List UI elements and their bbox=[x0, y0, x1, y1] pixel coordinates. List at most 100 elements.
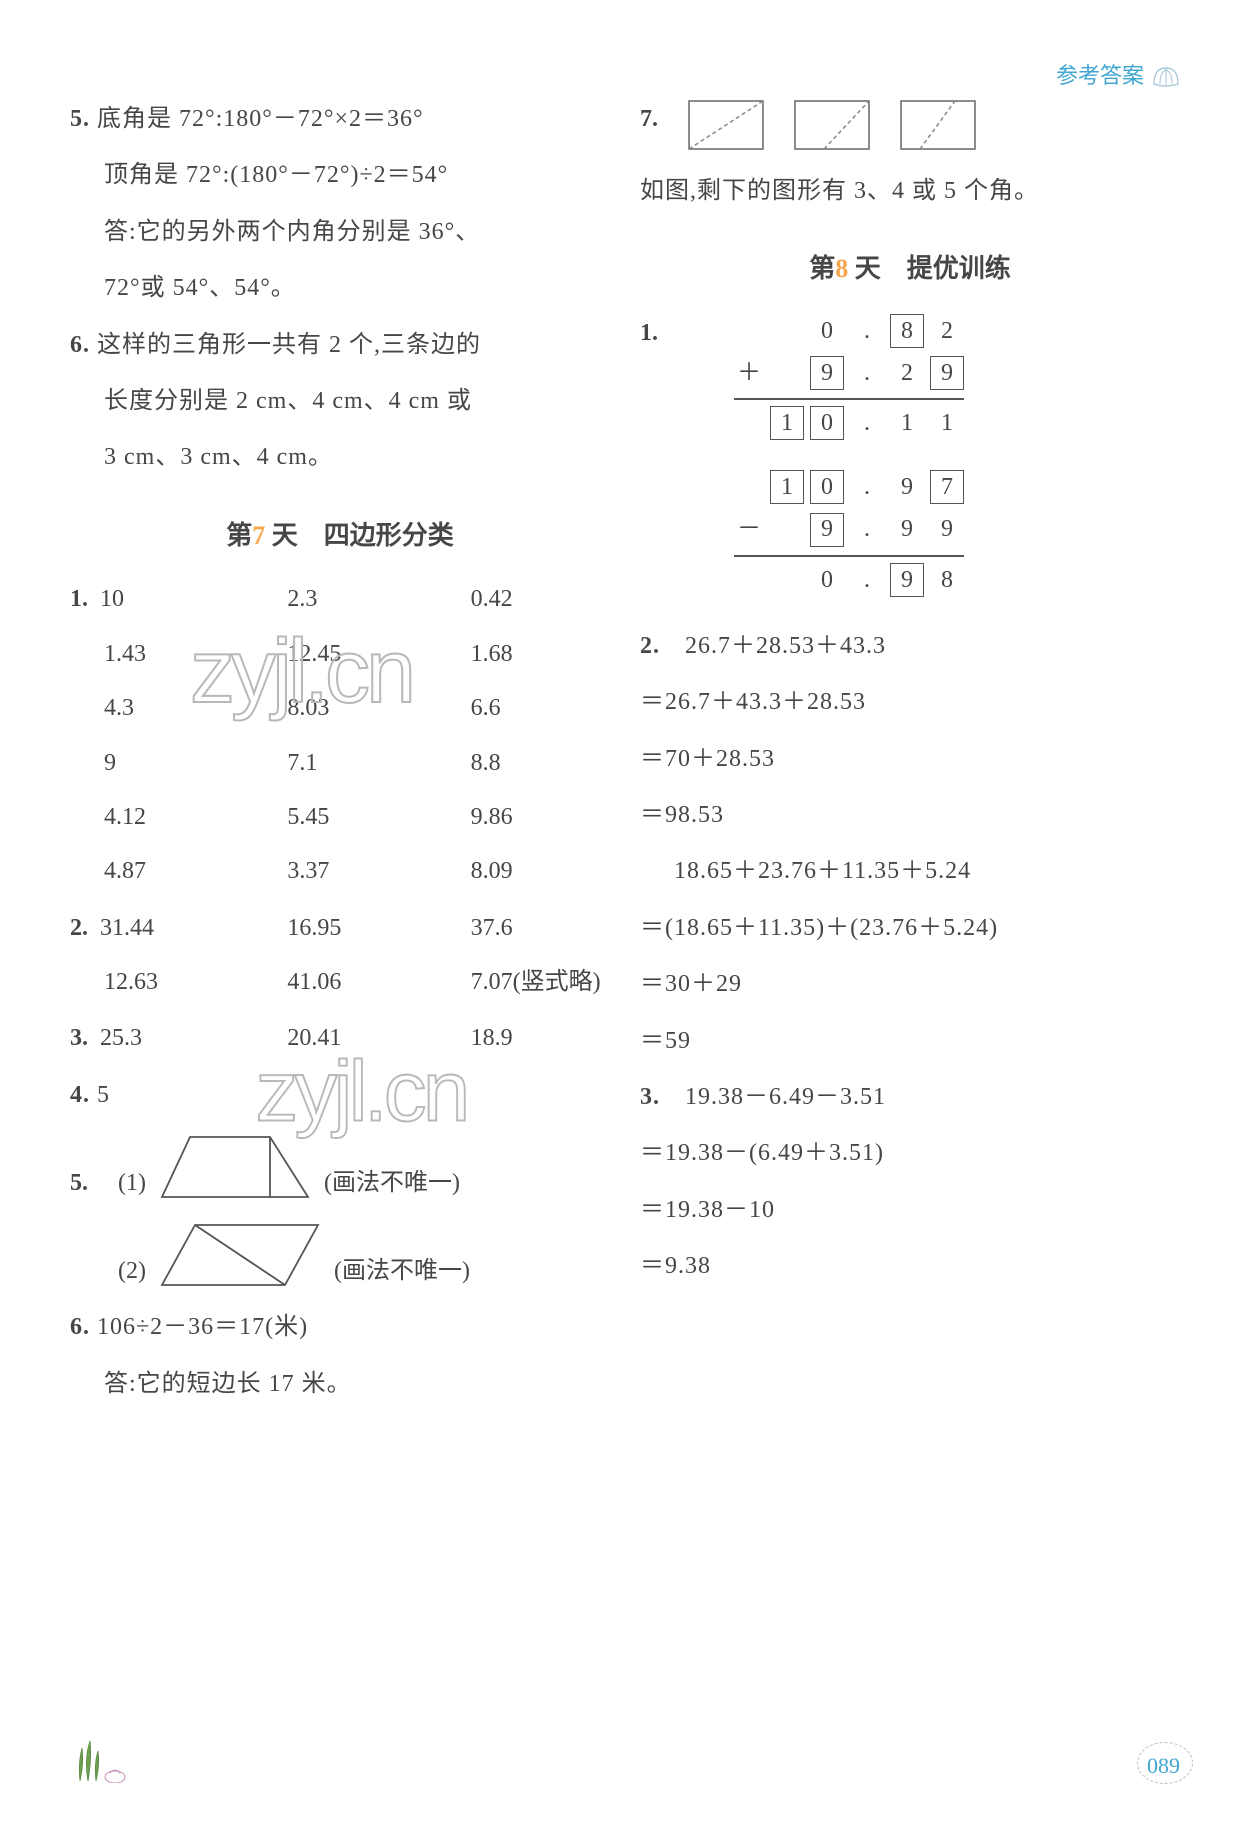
day8-title: 第8 天 提优训练 bbox=[640, 248, 1180, 290]
grid1-cell: 1. 10 bbox=[70, 580, 243, 618]
grid3-cell: 20.41 bbox=[253, 1019, 426, 1057]
day7-title: 第7 天 四边形分类 bbox=[70, 515, 610, 557]
q5-line2: 顶角是 72°:(180°－72°)÷2＝54° bbox=[70, 156, 610, 194]
page-number: 089 bbox=[1147, 1748, 1180, 1783]
q7-shape-1 bbox=[688, 100, 764, 150]
answer-grid-3: 3. 25.3 20.41 18.9 bbox=[70, 1019, 610, 1057]
arith-digit: 0 bbox=[810, 470, 844, 504]
q6-line1: 6. 这样的三角形一共有 2 个,三条边的 bbox=[70, 326, 610, 364]
q2-l8: ＝59 bbox=[640, 1022, 1180, 1060]
arith-digit: 0 bbox=[810, 314, 844, 348]
arith-digit: 9 bbox=[930, 513, 964, 547]
grid1-cell: 4.12 bbox=[70, 798, 243, 836]
arith-digit: 7 bbox=[930, 470, 964, 504]
grid1-cell: 4.87 bbox=[70, 852, 243, 890]
arith-block-2: 10.97－9.990.98 bbox=[674, 470, 1180, 596]
arith-digit: 1 bbox=[890, 406, 924, 440]
grid2-cell: 41.06 bbox=[253, 963, 426, 1001]
grid1-cell: 5.45 bbox=[253, 798, 426, 836]
grid3-cell: 18.9 bbox=[437, 1019, 610, 1057]
q6-line2: 长度分别是 2 cm、4 cm、4 cm 或 bbox=[70, 382, 610, 420]
arith-digit: 0 bbox=[810, 563, 844, 597]
parallelogram-diagram-2 bbox=[160, 1220, 320, 1290]
arith-digit: 0 bbox=[810, 406, 844, 440]
q6-line3: 3 cm、3 cm、4 cm。 bbox=[70, 438, 610, 476]
shell-icon bbox=[1152, 64, 1180, 88]
right-column: 7. 如图,剩下的图形有 3、4 或 5 个角。 第8 天 提优训练 1. 0. bbox=[640, 100, 1180, 1723]
q6b-line2: 答:它的短边长 17 米。 bbox=[70, 1365, 610, 1403]
q1-block: 1. 0.82＋9.2910.11 10.97－9.990.98 bbox=[640, 314, 1180, 627]
page-header: 参考答案 bbox=[1056, 58, 1180, 93]
arith-digit: 9 bbox=[930, 356, 964, 390]
content-area: 5. 底角是 72°:180°－72°×2＝36° 顶角是 72°:(180°－… bbox=[70, 100, 1180, 1723]
grid1-cell: 8.03 bbox=[253, 689, 426, 727]
arith-digit bbox=[770, 356, 804, 390]
grid3-cell: 3. 25.3 bbox=[70, 1019, 243, 1057]
left-column: 5. 底角是 72°:180°－72°×2＝36° 顶角是 72°:(180°－… bbox=[70, 100, 610, 1723]
grid1-cell: 7.1 bbox=[253, 744, 426, 782]
arith-digit: . bbox=[850, 314, 884, 348]
grid1-cell: 9.86 bbox=[437, 798, 610, 836]
q5-line3: 答:它的另外两个内角分别是 36°、 bbox=[70, 213, 610, 251]
arith-digit: 9 bbox=[810, 356, 844, 390]
q3-l4: ＝9.38 bbox=[640, 1247, 1180, 1285]
day-number-7: 7 bbox=[252, 521, 265, 550]
arith-digit: 2 bbox=[930, 314, 964, 348]
q2-l6: ＝(18.65＋11.35)＋(23.76＋5.24) bbox=[640, 909, 1180, 947]
arith-digit bbox=[770, 513, 804, 547]
q4-line: 4. 5 bbox=[70, 1076, 610, 1114]
grid1-cell: 8.8 bbox=[437, 744, 610, 782]
arith-digit: 8 bbox=[930, 563, 964, 597]
arith-digit bbox=[770, 563, 804, 597]
grid1-cell: 1.68 bbox=[437, 635, 610, 673]
arith-digit: . bbox=[850, 406, 884, 440]
grid1-cell: 4.3 bbox=[70, 689, 243, 727]
grid2-cell: 12.63 bbox=[70, 963, 243, 1001]
footer: 089 bbox=[70, 1733, 1180, 1783]
q2-l2: ＝26.7＋43.3＋28.53 bbox=[640, 683, 1180, 721]
answer-grid-2: 2. 31.44 16.95 37.6 12.63 41.06 7.07(竖式略… bbox=[70, 909, 610, 1002]
q7-shape-3 bbox=[900, 100, 976, 150]
grid1-cell: 0.42 bbox=[437, 580, 610, 618]
arith-digit: 9 bbox=[890, 470, 924, 504]
grid1-cell: 2.3 bbox=[253, 580, 426, 618]
grid1-cell: 6.6 bbox=[437, 689, 610, 727]
q7-caption: 如图,剩下的图形有 3、4 或 5 个角。 bbox=[640, 172, 1180, 210]
grid2-cell: 2. 31.44 bbox=[70, 909, 243, 947]
q2-l5: 18.65＋23.76＋11.35＋5.24 bbox=[640, 852, 1180, 890]
grid2-cell: 7.07(竖式略) bbox=[437, 963, 610, 1001]
arith-digit: 9 bbox=[810, 513, 844, 547]
arith-digit: 9 bbox=[890, 563, 924, 597]
grid1-cell: 9 bbox=[70, 744, 243, 782]
grid1-cell: 3.37 bbox=[253, 852, 426, 890]
arith-digit: . bbox=[850, 470, 884, 504]
q2-l1: 2. 26.7＋28.53＋43.3 bbox=[640, 627, 1180, 665]
q5b-row1: 5. (1) (画法不唯一) bbox=[70, 1132, 610, 1202]
arith-digit bbox=[770, 314, 804, 348]
arith-digit: 9 bbox=[890, 513, 924, 547]
arith-block-1: 0.82＋9.2910.11 bbox=[674, 314, 1180, 440]
seaweed-icon bbox=[70, 1733, 140, 1783]
day-number-8: 8 bbox=[835, 254, 848, 283]
grid2-cell: 16.95 bbox=[253, 909, 426, 947]
arith-digit: . bbox=[850, 563, 884, 597]
trapezoid-diagram-1 bbox=[160, 1132, 310, 1202]
q5-line1: 5. 底角是 72°:180°－72°×2＝36° bbox=[70, 100, 610, 138]
arith-digit: 2 bbox=[890, 356, 924, 390]
arith-digit: 1 bbox=[770, 406, 804, 440]
arith-digit: . bbox=[850, 356, 884, 390]
q7-row: 7. bbox=[640, 100, 1180, 150]
arith-digit: 1 bbox=[930, 406, 964, 440]
q5b-row2: (2) (画法不唯一) bbox=[70, 1220, 610, 1290]
grid1-cell: 8.09 bbox=[437, 852, 610, 890]
q5-line4: 72°或 54°、54°。 bbox=[70, 269, 610, 307]
q2-l3: ＝70＋28.53 bbox=[640, 740, 1180, 778]
q2-l4: ＝98.53 bbox=[640, 796, 1180, 834]
header-label: 参考答案 bbox=[1056, 58, 1144, 93]
q3-l3: ＝19.38－10 bbox=[640, 1191, 1180, 1229]
arith-digit: . bbox=[850, 513, 884, 547]
grid1-cell: 12.45 bbox=[253, 635, 426, 673]
q6b-line1: 6. 106÷2－36＝17(米) bbox=[70, 1308, 610, 1346]
q7-shape-2 bbox=[794, 100, 870, 150]
q3-l2: ＝19.38－(6.49＋3.51) bbox=[640, 1134, 1180, 1172]
